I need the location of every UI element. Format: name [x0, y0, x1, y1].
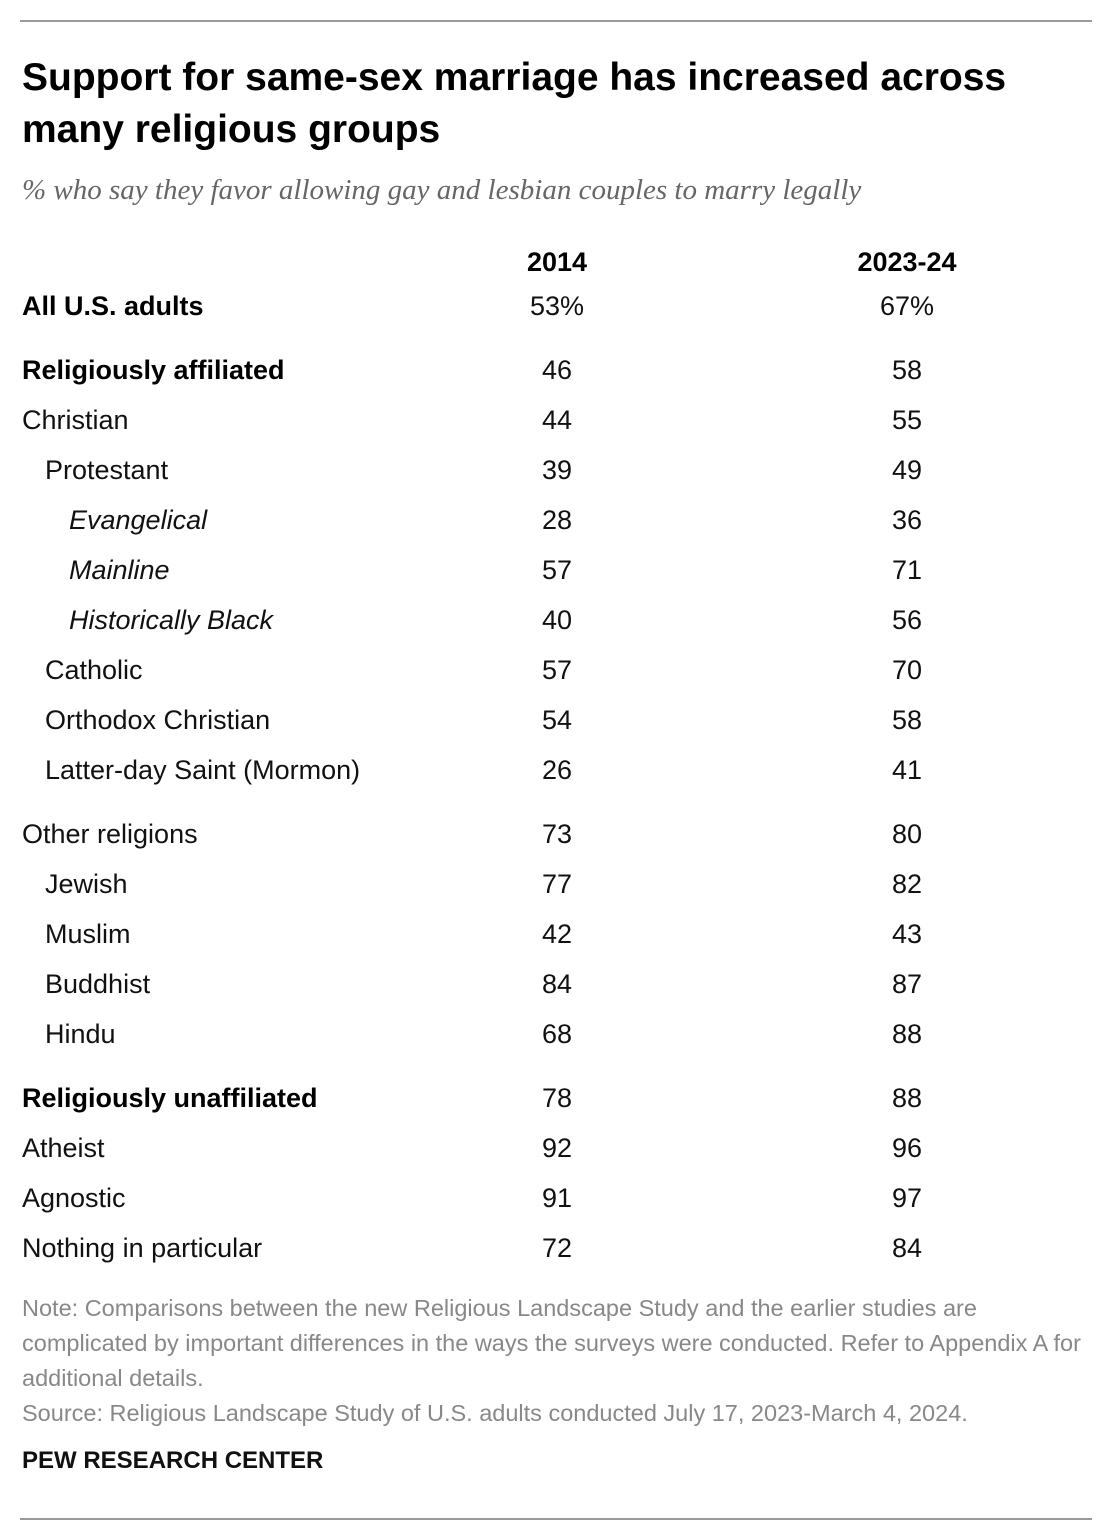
table-row: Evangelical 28 36 — [0, 500, 1112, 540]
data-table: All U.S. adults 53% 67% Religiously affilia… — [0, 286, 1112, 1268]
footnote: Note: Comparisons between the new Religi… — [22, 1295, 1081, 1391]
table-row: Religiously unaffiliated 78 88 — [0, 1078, 1112, 1118]
value-2014: 39 — [541, 455, 573, 485]
table-row: Christian 44 55 — [0, 400, 1112, 440]
table-row: Agnostic 91 97 — [0, 1178, 1112, 1218]
column-header-2023-24: 2023-24 — [857, 247, 957, 277]
table-row: Religiously affiliated 46 58 — [0, 350, 1112, 390]
value-2023-24: 58 — [891, 705, 923, 735]
row-label: Protestant — [45, 455, 169, 485]
row-label: Jewish — [45, 869, 128, 899]
table-row: Catholic 57 70 — [0, 650, 1112, 690]
row-label: Other religions — [22, 819, 198, 849]
value-2014: 57 — [541, 555, 573, 585]
row-label: All U.S. adults — [22, 291, 204, 321]
bottom-rule — [20, 1518, 1092, 1520]
table-row: Latter-day Saint (Mormon) 26 41 — [0, 750, 1112, 790]
value-2023-24: 87 — [891, 969, 923, 999]
table-row: Jewish 77 82 — [0, 864, 1112, 904]
row-label: Hindu — [45, 1019, 116, 1049]
value-2023-24: 58 — [891, 355, 923, 385]
table-row: All U.S. adults 53% 67% — [0, 286, 1112, 326]
row-label: Religiously affiliated — [22, 355, 285, 385]
value-2014: 91 — [541, 1183, 573, 1213]
value-2014: 53% — [529, 291, 585, 321]
value-2023-24: 67% — [879, 291, 935, 321]
pew-research-center-logo: PEW RESEARCH CENTER — [22, 1447, 324, 1474]
value-2014: 68 — [541, 1019, 573, 1049]
row-label: Muslim — [45, 919, 131, 949]
value-2014: 28 — [541, 505, 573, 535]
source-line: Source: Religious Landscape Study of U.S… — [22, 1400, 968, 1426]
row-label: Mainline — [69, 555, 170, 585]
value-2023-24: 43 — [891, 919, 923, 949]
table-row: Orthodox Christian 54 58 — [0, 700, 1112, 740]
row-label: Orthodox Christian — [45, 705, 271, 735]
value-2023-24: 49 — [891, 455, 923, 485]
row-label: Historically Black — [69, 605, 274, 635]
row-label: Nothing in particular — [22, 1233, 263, 1263]
row-label: Buddhist — [45, 969, 151, 999]
value-2023-24: 88 — [891, 1083, 923, 1113]
row-label: Christian — [22, 405, 129, 435]
value-2014: 84 — [541, 969, 573, 999]
chart-subtitle: % who say they favor allowing gay and le… — [22, 174, 862, 206]
top-rule — [20, 20, 1092, 22]
value-2023-24: 36 — [891, 505, 923, 535]
table-row: Buddhist 84 87 — [0, 964, 1112, 1004]
value-2023-24: 96 — [891, 1133, 923, 1163]
value-2023-24: 97 — [891, 1183, 923, 1213]
value-2023-24: 84 — [891, 1233, 923, 1263]
table-row: Hindu 68 88 — [0, 1014, 1112, 1054]
row-label: Agnostic — [22, 1183, 126, 1213]
row-label: Religiously unaffiliated — [22, 1083, 318, 1113]
value-2023-24: 41 — [891, 755, 923, 785]
table-row: Protestant 39 49 — [0, 450, 1112, 490]
value-2023-24: 70 — [891, 655, 923, 685]
table-row: Mainline 57 71 — [0, 550, 1112, 590]
value-2014: 54 — [541, 705, 573, 735]
value-2014: 57 — [541, 655, 573, 685]
column-header-2014: 2014 — [526, 247, 588, 277]
value-2014: 40 — [541, 605, 573, 635]
table-row: Atheist 92 96 — [0, 1128, 1112, 1168]
value-2023-24: 80 — [891, 819, 923, 849]
value-2014: 26 — [541, 755, 573, 785]
table-row: Other religions 73 80 — [0, 814, 1112, 854]
value-2014: 73 — [541, 819, 573, 849]
value-2014: 46 — [541, 355, 573, 385]
table-row: Nothing in particular 72 84 — [0, 1228, 1112, 1268]
row-label: Catholic — [45, 655, 143, 685]
value-2023-24: 56 — [891, 605, 923, 635]
table-row: Muslim 42 43 — [0, 914, 1112, 954]
value-2023-24: 82 — [891, 869, 923, 899]
row-label: Atheist — [22, 1133, 105, 1163]
value-2014: 72 — [541, 1233, 573, 1263]
value-2014: 78 — [541, 1083, 573, 1113]
value-2014: 44 — [541, 405, 573, 435]
row-label: Evangelical — [69, 505, 208, 535]
value-2014: 42 — [541, 919, 573, 949]
value-2023-24: 55 — [891, 405, 923, 435]
value-2023-24: 71 — [891, 555, 923, 585]
value-2014: 77 — [541, 869, 573, 899]
value-2023-24: 88 — [891, 1019, 923, 1049]
row-label: Latter-day Saint (Mormon) — [45, 755, 361, 785]
table-row: Historically Black 40 56 — [0, 600, 1112, 640]
value-2014: 92 — [541, 1133, 573, 1163]
chart-title: Support for same-sex marriage has increa… — [22, 56, 1007, 151]
